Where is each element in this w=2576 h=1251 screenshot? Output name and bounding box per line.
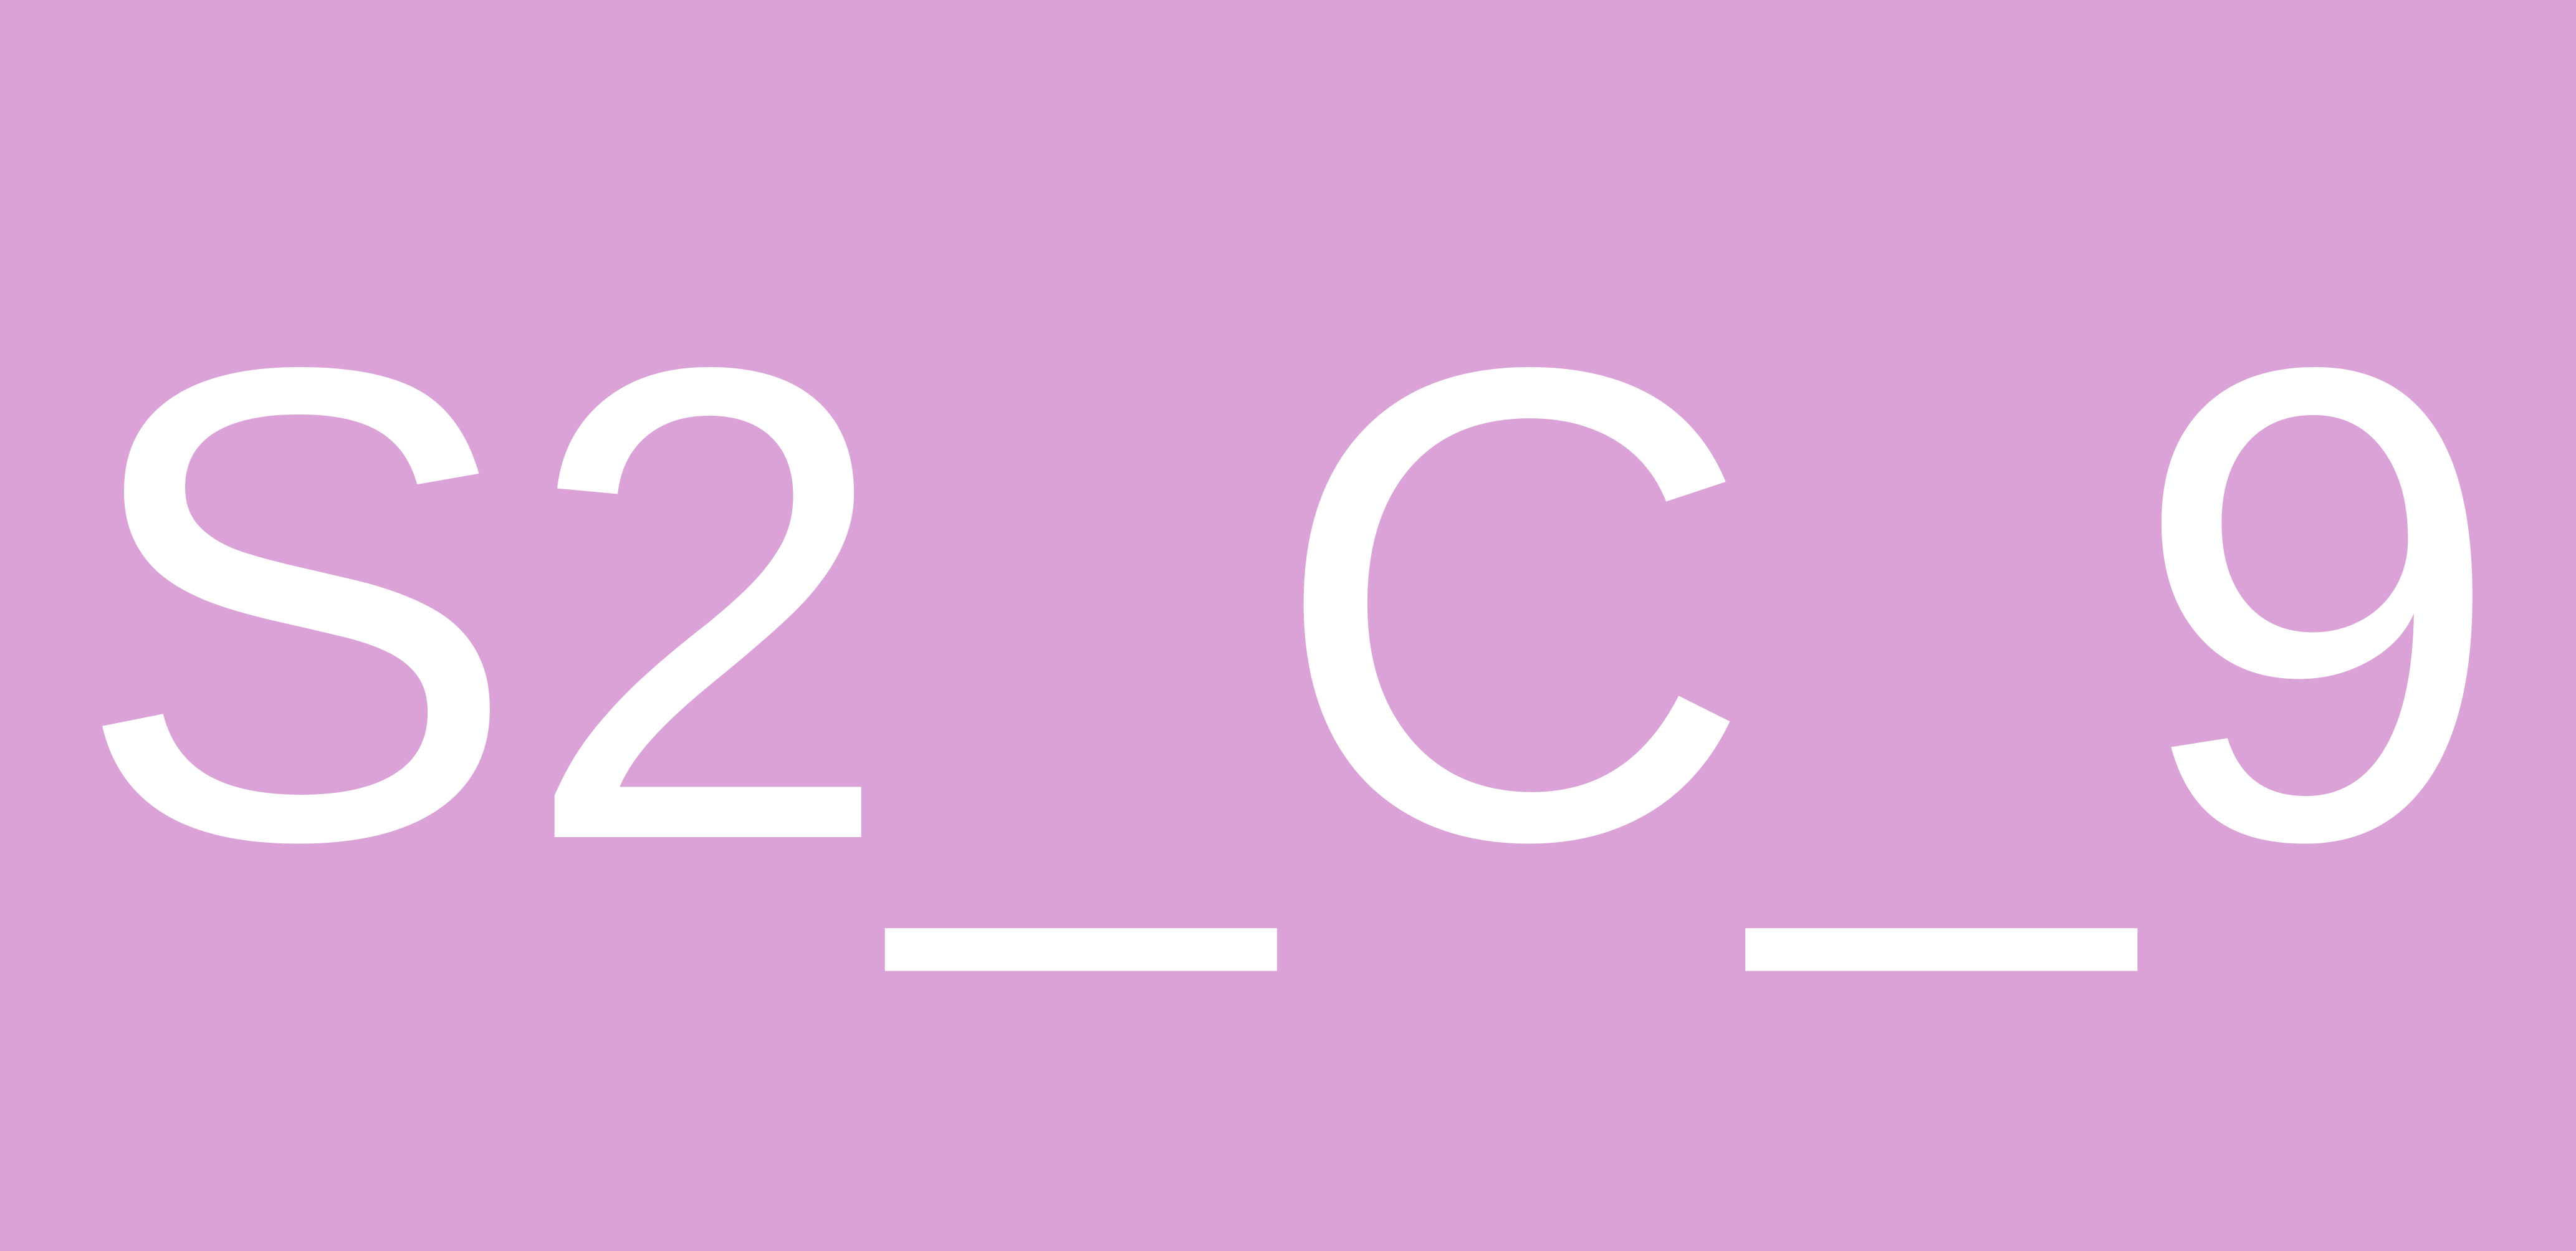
label-text: S2_C_9 (72, 227, 2504, 980)
label-canvas: { "label": { "text": "S2_C_9" }, "colors… (72, 227, 2504, 980)
